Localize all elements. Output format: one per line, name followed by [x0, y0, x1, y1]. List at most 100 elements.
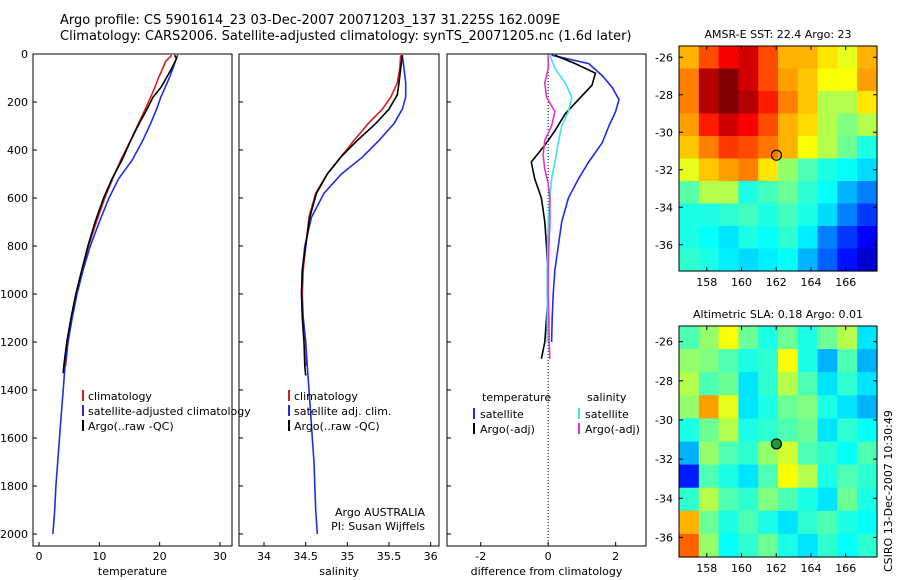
legend-title: temperature: [482, 391, 551, 404]
heatmap-cell: [738, 248, 759, 272]
heatmap-cell: [817, 418, 838, 443]
heatmap-cell: [758, 113, 779, 137]
heatmap-cell: [778, 136, 799, 160]
series-line: [62, 54, 178, 374]
heatmap-cell: [758, 487, 779, 512]
heatmap-cell: [778, 349, 799, 373]
heatmap-cell: [758, 46, 779, 70]
heatmap-cell: [797, 326, 819, 350]
y-tick-label: 0: [21, 48, 28, 61]
heatmap-cell: [857, 226, 878, 250]
heatmap-cell: [698, 203, 720, 227]
heatmap-cell: [738, 418, 759, 443]
legend-label: Argo(-adj): [585, 423, 640, 436]
heatmap-cell: [857, 349, 878, 373]
heatmap-cell: [718, 226, 739, 250]
heatmap-cell: [817, 326, 838, 350]
y-tick-label: -28: [655, 89, 673, 102]
y-tick-label: -36: [655, 531, 673, 544]
x-tick-label: 160: [731, 562, 752, 575]
heatmap-cell: [718, 203, 739, 227]
heatmap-cell: [797, 158, 819, 182]
y-tick-label: 1400: [0, 384, 28, 397]
heatmap-cell: [758, 464, 779, 489]
y-tick-label: 600: [7, 192, 28, 205]
y-tick-label: -34: [655, 492, 673, 505]
heatmap-cell: [738, 203, 759, 227]
heatmap-cell: [857, 533, 878, 558]
heatmap-cell: [679, 372, 700, 396]
heatmap-cell: [857, 372, 878, 396]
heatmap-cell: [698, 441, 720, 466]
heatmap-cell: [738, 91, 759, 115]
heatmap-cell: [837, 181, 858, 205]
heatmap-cell: [817, 487, 838, 512]
x-tick-label: 34.5: [293, 550, 318, 563]
heatmap-cell: [698, 46, 720, 70]
heatmap-cell: [679, 68, 700, 92]
y-tick-label: 2000: [0, 528, 28, 541]
heatmap-cell: [698, 418, 720, 443]
heatmap-cell: [837, 203, 858, 227]
heatmap-cell: [679, 464, 700, 489]
heatmap-cell: [857, 487, 878, 512]
x-tick-label: 158: [696, 562, 717, 575]
heatmap-cell: [698, 158, 720, 182]
heatmap-cell: [837, 487, 858, 512]
argo-location-marker: [770, 149, 783, 161]
heatmap-cell: [837, 372, 858, 396]
heatmap-cell: [718, 441, 739, 466]
heatmap-cell: [679, 533, 700, 558]
heatmap-cell: [817, 395, 838, 419]
y-tick-label: 200: [7, 96, 28, 109]
heatmap-cell: [857, 68, 878, 92]
heatmap-cell: [837, 136, 858, 160]
heatmap-cell: [837, 418, 858, 443]
heatmap-cell: [679, 181, 700, 205]
heatmap-cell: [718, 418, 739, 443]
figure-subtitle: Climatology: CARS2006. Satellite-adjuste…: [60, 29, 632, 44]
y-tick-label: -36: [655, 239, 673, 252]
y-tick-label: -26: [655, 336, 673, 349]
heatmap-cell: [797, 395, 819, 419]
legend-label: Argo(..raw -QC): [88, 420, 174, 433]
heatmap-cell: [837, 326, 858, 350]
y-tick-label: -32: [655, 164, 673, 177]
heatmap-cell: [679, 349, 700, 373]
heatmap-cell: [797, 487, 819, 512]
x-tick-label: 164: [801, 562, 822, 575]
heatmap-cell: [679, 203, 700, 227]
series-line: [52, 54, 179, 535]
heatmap-cell: [698, 395, 720, 419]
heatmap-cell: [738, 136, 759, 160]
heatmap-cell: [718, 136, 739, 160]
y-tick-label: 1000: [0, 288, 28, 301]
heatmap-cell: [718, 46, 739, 70]
legend-label: Argo(..raw -QC): [294, 420, 380, 433]
heatmap-cell: [698, 181, 720, 205]
legend-label: climatology: [88, 390, 152, 403]
heatmap-cell: [758, 226, 779, 250]
heatmap-cell: [837, 441, 858, 466]
heatmap-cell: [837, 113, 858, 137]
heatmap-cell: [817, 46, 838, 70]
heatmap-cell: [758, 181, 779, 205]
heatmap-cell: [778, 487, 799, 512]
y-tick-label: -28: [655, 375, 673, 388]
heatmap-cell: [837, 68, 858, 92]
heatmap-cell: [857, 91, 878, 115]
panel-frame-1: [32, 53, 233, 547]
heatmap-cell: [698, 136, 720, 160]
heatmap-cell: [817, 372, 838, 396]
heatmap-cell: [758, 349, 779, 373]
heatmap-cell: [679, 136, 700, 160]
heatmap-cell: [797, 248, 819, 272]
series-line: [542, 55, 556, 359]
heatmap-cell: [817, 203, 838, 227]
y-tick-label: -32: [655, 453, 673, 466]
heatmap-cell: [857, 464, 878, 489]
heatmap-cell: [797, 510, 819, 535]
heatmap-cell: [817, 68, 838, 92]
heatmap-cell: [778, 418, 799, 443]
